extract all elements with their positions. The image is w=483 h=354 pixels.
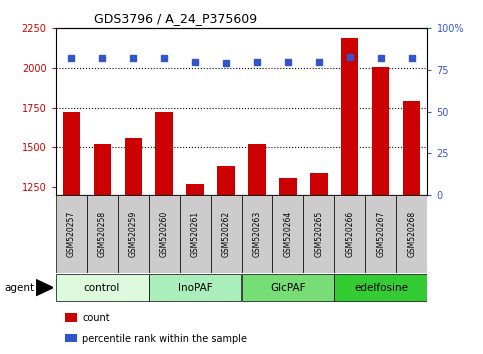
Bar	[334, 195, 366, 273]
Text: edelfosine: edelfosine	[354, 282, 408, 293]
Text: GSM520268: GSM520268	[408, 211, 416, 257]
Bar	[94, 144, 111, 195]
Bar	[217, 166, 235, 195]
Bar	[125, 138, 142, 195]
Text: GSM520259: GSM520259	[128, 211, 138, 257]
Bar	[242, 274, 334, 301]
Bar	[334, 274, 427, 301]
Text: GSM520261: GSM520261	[190, 211, 199, 257]
Text: control: control	[84, 282, 120, 293]
Bar	[56, 195, 86, 273]
Bar	[156, 112, 172, 195]
Bar	[248, 144, 266, 195]
Bar	[341, 38, 358, 195]
Bar	[372, 67, 389, 195]
Bar	[149, 195, 180, 273]
Bar	[280, 178, 297, 195]
Text: InoPAF: InoPAF	[178, 282, 213, 293]
Text: GSM520262: GSM520262	[222, 211, 230, 257]
Bar	[149, 274, 242, 301]
Polygon shape	[36, 280, 53, 296]
Text: count: count	[82, 313, 110, 323]
Bar	[242, 195, 272, 273]
Text: GSM520267: GSM520267	[376, 211, 385, 257]
Bar	[62, 112, 80, 195]
Text: GSM520260: GSM520260	[159, 211, 169, 257]
Bar	[56, 274, 149, 301]
Text: GSM520258: GSM520258	[98, 211, 107, 257]
Bar	[180, 195, 211, 273]
Bar	[211, 195, 242, 273]
Bar	[117, 195, 149, 273]
Bar	[366, 195, 397, 273]
Bar	[272, 195, 303, 273]
Text: GlcPAF: GlcPAF	[270, 282, 306, 293]
Text: agent: agent	[5, 282, 35, 293]
Bar	[397, 195, 427, 273]
Text: GSM520265: GSM520265	[314, 211, 324, 257]
Text: GSM520257: GSM520257	[67, 211, 75, 257]
Bar	[311, 172, 327, 195]
Bar	[403, 101, 421, 195]
Text: GSM520263: GSM520263	[253, 211, 261, 257]
Text: percentile rank within the sample: percentile rank within the sample	[82, 334, 247, 344]
Bar	[303, 195, 334, 273]
Bar	[186, 184, 203, 195]
Bar	[86, 195, 117, 273]
Text: GSM520266: GSM520266	[345, 211, 355, 257]
Text: GSM520264: GSM520264	[284, 211, 293, 257]
Text: GDS3796 / A_24_P375609: GDS3796 / A_24_P375609	[94, 12, 257, 25]
